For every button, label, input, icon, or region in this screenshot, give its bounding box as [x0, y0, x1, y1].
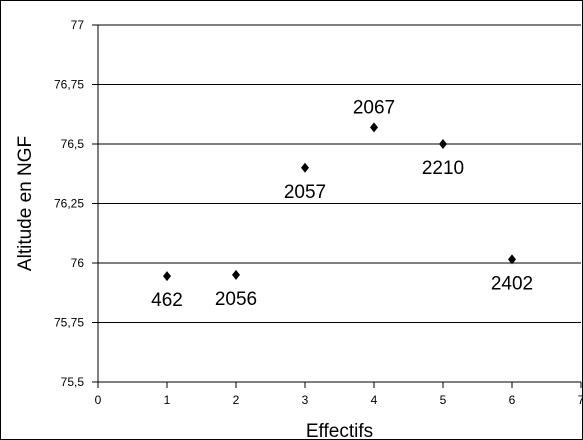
data-point-2 [301, 162, 309, 173]
x-tick-labels: 0 1 2 3 4 5 6 7 [95, 393, 583, 407]
point-label-3: 2067 [353, 97, 395, 118]
point-labels: 462 2056 2057 2067 2210 2402 [151, 97, 533, 311]
data-point-4 [439, 139, 447, 149]
y-axis-title: Altitude en NGF [15, 136, 36, 271]
data-point-3 [370, 122, 378, 133]
y-tick-label-0: 75,5 [61, 375, 85, 389]
point-label-1: 2056 [215, 289, 257, 310]
gridlines [98, 24, 581, 383]
point-label-0: 462 [151, 290, 183, 311]
x-tick-label-1: 1 [164, 393, 171, 407]
axes [92, 24, 582, 388]
y-tick-label-6: 77 [71, 18, 85, 32]
x-tick-label-3: 3 [302, 393, 309, 407]
y-tick-label-2: 76 [71, 256, 85, 270]
x-tick-label-4: 4 [371, 393, 378, 407]
point-label-4: 2210 [422, 158, 464, 179]
x-tick-label-5: 5 [440, 393, 447, 407]
x-tick-label-2: 2 [233, 393, 240, 407]
y-tick-label-3: 76,25 [54, 197, 84, 211]
data-points [163, 122, 516, 282]
x-tick-label-0: 0 [95, 393, 102, 407]
y-tick-label-4: 76,5 [61, 137, 85, 151]
point-label-2: 2057 [284, 182, 326, 203]
data-point-1 [232, 269, 240, 280]
y-tick-label-1: 75,75 [54, 316, 84, 330]
x-axis-title: Effectifs [306, 421, 373, 440]
data-point-0 [163, 271, 171, 282]
x-tick-label-6: 6 [509, 393, 516, 407]
point-label-5: 2402 [491, 273, 533, 294]
y-tick-labels: 75,5 75,75 76 76,25 76,5 76,75 77 [54, 18, 84, 389]
y-tick-label-5: 76,75 [54, 78, 84, 92]
data-point-5 [508, 254, 516, 265]
x-tick-label-7: 7 [578, 393, 583, 407]
